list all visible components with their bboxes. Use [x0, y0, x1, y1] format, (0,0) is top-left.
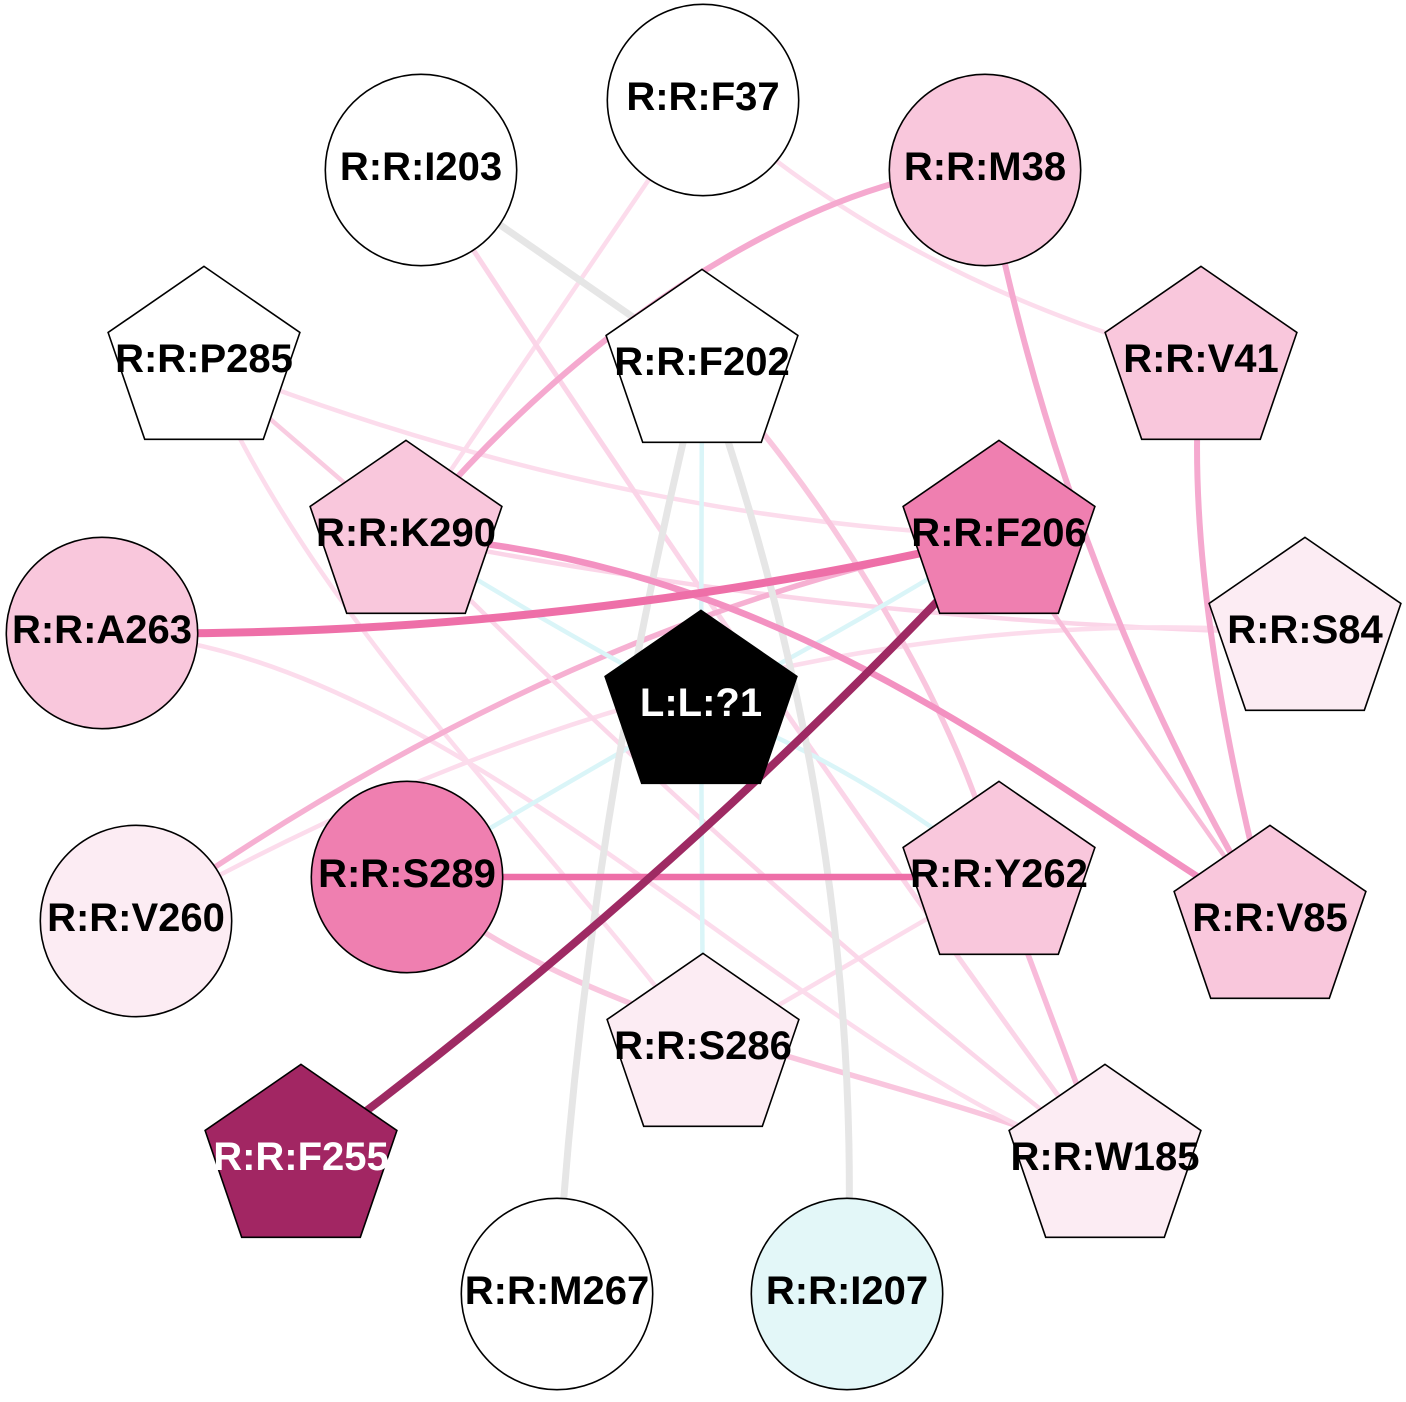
svg-text:R:R:I207: R:R:I207 — [766, 1269, 928, 1313]
svg-text:R:R:V41: R:R:V41 — [1123, 337, 1279, 381]
svg-text:R:R:M38: R:R:M38 — [904, 145, 1066, 189]
svg-text:R:R:F202: R:R:F202 — [614, 340, 790, 384]
svg-text:R:R:I203: R:R:I203 — [340, 145, 502, 189]
svg-text:R:R:K290: R:R:K290 — [316, 511, 496, 555]
svg-text:R:R:W185: R:R:W185 — [1011, 1135, 1200, 1179]
svg-text:R:R:M267: R:R:M267 — [465, 1269, 649, 1313]
svg-text:R:R:F255: R:R:F255 — [213, 1135, 389, 1179]
svg-text:R:R:A263: R:R:A263 — [12, 608, 192, 652]
svg-text:R:R:S289: R:R:S289 — [318, 852, 496, 896]
svg-text:R:R:S84: R:R:S84 — [1227, 608, 1383, 652]
svg-text:R:R:F206: R:R:F206 — [911, 511, 1087, 555]
svg-text:R:R:F37: R:R:F37 — [626, 75, 779, 119]
svg-text:R:R:S286: R:R:S286 — [614, 1024, 792, 1068]
svg-text:R:R:Y262: R:R:Y262 — [910, 852, 1088, 896]
svg-text:R:R:V260: R:R:V260 — [47, 896, 225, 940]
svg-text:L:L:?1: L:L:?1 — [640, 681, 762, 725]
svg-text:R:R:V85: R:R:V85 — [1192, 896, 1348, 940]
svg-text:R:R:P285: R:R:P285 — [115, 337, 293, 381]
